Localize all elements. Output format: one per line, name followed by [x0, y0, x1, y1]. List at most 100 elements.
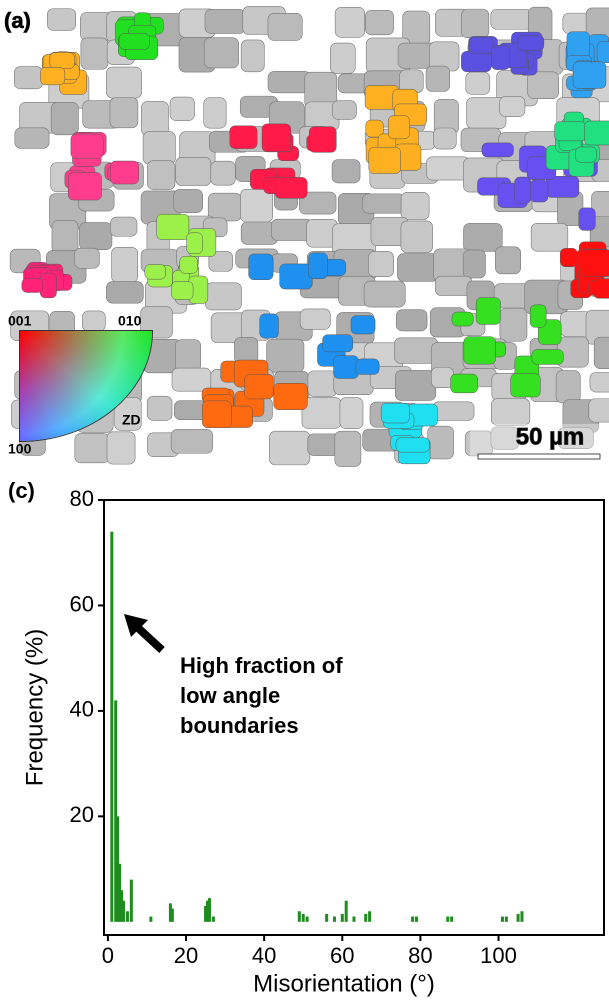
grain	[203, 97, 227, 129]
arrow-shaft	[133, 623, 165, 653]
bar	[206, 900, 210, 922]
bar	[122, 900, 126, 922]
grain	[331, 100, 357, 120]
grain-colored	[365, 119, 384, 138]
grain	[47, 8, 76, 31]
bar	[450, 916, 454, 922]
bar	[516, 913, 520, 922]
grain	[400, 220, 433, 254]
x-tick-label: 60	[330, 943, 354, 968]
grain	[173, 189, 203, 213]
grain-colored	[388, 115, 410, 140]
grain	[465, 71, 491, 95]
grain	[365, 9, 394, 36]
grain	[425, 65, 450, 92]
bar	[446, 916, 450, 922]
grain-colored	[259, 313, 279, 339]
x-axis-label: Misorientation (°)	[253, 970, 435, 997]
grain	[234, 337, 259, 365]
grain-colored	[118, 33, 150, 50]
grain	[426, 156, 470, 181]
grain-colored	[110, 160, 139, 185]
grain-colored	[186, 232, 203, 254]
grain	[114, 397, 142, 431]
grain	[307, 370, 338, 397]
bar	[116, 816, 120, 922]
bar	[168, 903, 172, 922]
grain	[14, 127, 50, 149]
grain-colored	[144, 264, 166, 280]
grain	[368, 251, 394, 278]
x-tick-label: 80	[408, 943, 432, 968]
y-tick-label: 80	[70, 486, 94, 511]
grain	[170, 429, 214, 454]
grain-colored	[380, 402, 410, 424]
annotation: High fraction of	[180, 653, 343, 678]
grain-colored	[171, 281, 194, 300]
grain-colored	[529, 304, 547, 328]
x-tick-label: 100	[480, 943, 517, 968]
grain-colored	[202, 400, 232, 428]
grain	[334, 7, 366, 38]
bar	[415, 916, 418, 922]
grain	[434, 275, 473, 296]
grain-colored	[481, 142, 514, 158]
grain	[461, 8, 490, 38]
grain-colored	[49, 52, 75, 69]
grain-colored	[368, 146, 401, 174]
y-tick-label: 60	[70, 591, 94, 616]
histogram: (c) 20 40 60 80 0 20 40 60 80 100 Misorientation (°…	[8, 478, 605, 997]
bar	[110, 531, 114, 922]
plot-frame	[103, 499, 605, 936]
grain-colored	[21, 278, 44, 293]
x-tick-label: 0	[102, 943, 114, 968]
grain	[433, 127, 457, 150]
grain-colored	[593, 278, 609, 299]
grain-colored	[529, 179, 549, 203]
bar	[364, 913, 368, 922]
grain	[589, 372, 609, 393]
grain-colored	[273, 383, 308, 410]
bar	[211, 916, 215, 922]
grain	[79, 222, 113, 250]
y-tick-label: 20	[70, 802, 94, 827]
grain	[240, 39, 265, 73]
grain	[530, 223, 569, 252]
grain	[110, 216, 138, 237]
grain	[491, 398, 531, 426]
grain-colored	[274, 177, 308, 199]
grain	[395, 309, 428, 332]
grain	[106, 431, 136, 465]
grain-colored	[261, 123, 292, 152]
annotation: low angle	[180, 683, 280, 708]
bar	[500, 916, 504, 922]
grain-colored	[580, 249, 609, 277]
bar	[411, 916, 415, 922]
grain	[142, 131, 176, 165]
grain	[111, 246, 138, 284]
grain	[299, 191, 337, 215]
bar	[118, 863, 122, 922]
grain	[204, 9, 246, 34]
grain	[210, 160, 236, 186]
grain	[80, 37, 109, 70]
grain	[50, 102, 79, 136]
grain	[301, 397, 342, 429]
grain	[334, 430, 362, 467]
grain-colored	[475, 297, 501, 325]
grain	[394, 370, 437, 401]
grain-colored	[355, 358, 380, 375]
grain	[299, 308, 331, 330]
grain	[51, 220, 79, 254]
grain	[593, 336, 609, 370]
grain-colored	[584, 120, 609, 146]
grain	[499, 307, 528, 342]
bar	[125, 911, 129, 922]
bar	[114, 700, 118, 922]
grain	[74, 433, 110, 464]
grain	[330, 42, 356, 74]
bar	[129, 879, 133, 922]
grain-colored	[322, 334, 354, 353]
grain	[397, 253, 439, 282]
